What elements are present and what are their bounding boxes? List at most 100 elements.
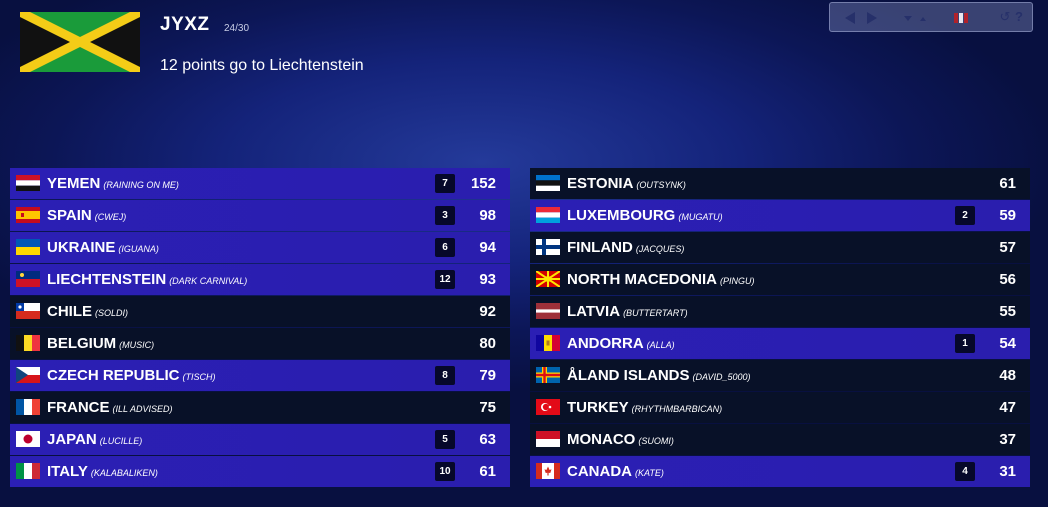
country-row-chile: CHILE (SOLDI) 92 <box>10 296 510 327</box>
total-score: 63 <box>479 431 496 448</box>
sort-icon[interactable] <box>900 3 930 31</box>
twelve-points-message: 12 points go to Liechtenstein <box>160 57 364 74</box>
country-row-liechtenstein: LIECHTENSTEIN (DARK CARNIVAL) 12 93 <box>10 264 510 295</box>
country-row-belgium: BELGIUM (MUSIC) 80 <box>10 328 510 359</box>
country-row-turkey: TURKEY (RHYTHMBARBICAN) 47 <box>530 392 1030 423</box>
country-row-north-macedonia: NORTH MACEDONIA (PINGU) 56 <box>530 264 1030 295</box>
estonia-flag-icon <box>536 175 560 191</box>
chile-flag-icon <box>16 303 40 319</box>
next-icon[interactable] <box>864 3 880 31</box>
andorra-flag-icon <box>536 335 560 351</box>
country-row-italy: ITALY (KALABALIKEN) 10 61 <box>10 456 510 487</box>
spain-flag-icon <box>16 207 40 223</box>
total-score: 37 <box>999 431 1016 448</box>
total-score: 59 <box>999 207 1016 224</box>
czech-flag-icon <box>16 367 40 383</box>
total-score: 57 <box>999 239 1016 256</box>
country-row-aland-islands: ÅLAND ISLANDS (DAVID_5000) 48 <box>530 360 1030 391</box>
country-row-estonia: ESTONIA (OUTSYNK) 61 <box>530 168 1030 199</box>
playback-controls: ↺ ? <box>829 2 1033 32</box>
country-name: UKRAINE (IGUANA) <box>47 239 159 256</box>
belgium-flag-icon <box>16 335 40 351</box>
reset-icon[interactable]: ↺ <box>999 9 1011 24</box>
country-name: NORTH MACEDONIA (PINGU) <box>567 271 755 288</box>
italy-flag-icon <box>16 463 40 479</box>
total-score: 94 <box>479 239 496 256</box>
japan-flag-icon <box>16 431 40 447</box>
points-badge: 7 <box>435 174 455 193</box>
total-score: 152 <box>470 175 496 192</box>
country-row-canada: CANADA (KATE) 4 31 <box>530 456 1030 487</box>
country-name: CHILE (SOLDI) <box>47 303 129 320</box>
voter-name: JYXZ <box>160 14 210 35</box>
total-score: 98 <box>479 207 496 224</box>
country-row-luxembourg: LUXEMBOURG (MUGATU) 2 59 <box>530 200 1030 231</box>
country-name: LIECHTENSTEIN (DARK CARNIVAL) <box>47 271 248 288</box>
total-score: 92 <box>479 303 496 320</box>
country-row-france: FRANCE (ILL ADVISED) 75 <box>10 392 510 423</box>
country-row-spain: SPAIN (CWEJ) 3 98 <box>10 200 510 231</box>
points-badge: 12 <box>435 270 455 289</box>
country-name: CANADA (KATE) <box>567 463 664 480</box>
country-name: FINLAND (JACQUES) <box>567 239 685 256</box>
country-row-monaco: MONACO (SUOMI) 37 <box>530 424 1030 455</box>
total-score: 54 <box>999 335 1016 352</box>
points-badge: 5 <box>435 430 455 449</box>
points-badge: 10 <box>435 462 455 481</box>
finland-flag-icon <box>536 239 560 255</box>
country-row-latvia: LATVIA (BUTTERTART) 55 <box>530 296 1030 327</box>
total-score: 79 <box>479 367 496 384</box>
yemen-flag-icon <box>16 175 40 191</box>
total-score: 93 <box>479 271 496 288</box>
total-score: 47 <box>999 399 1016 416</box>
total-score: 61 <box>479 463 496 480</box>
country-name: ITALY (KALABALIKEN) <box>47 463 158 480</box>
country-name: BELGIUM (MUSIC) <box>47 335 155 352</box>
latvia-flag-icon <box>536 303 560 319</box>
total-score: 31 <box>999 463 1016 480</box>
help-icon[interactable]: ? <box>1015 9 1023 24</box>
points-badge: 1 <box>955 334 975 353</box>
total-score: 61 <box>999 175 1016 192</box>
luxembourg-flag-icon <box>536 207 560 223</box>
flag-view-icon[interactable] <box>952 3 970 31</box>
scoreboard-right-column: ESTONIA (OUTSYNK) 61 LUXEMBOURG (MUGATU) 2… <box>530 168 1030 488</box>
country-name: JAPAN (LUCILLE) <box>47 431 143 448</box>
total-score: 75 <box>479 399 496 416</box>
turkey-flag-icon <box>536 399 560 415</box>
country-name: ESTONIA (OUTSYNK) <box>567 175 686 192</box>
points-badge: 4 <box>955 462 975 481</box>
total-score: 55 <box>999 303 1016 320</box>
monaco-flag-icon <box>536 431 560 447</box>
total-score: 48 <box>999 367 1016 384</box>
total-score: 80 <box>479 335 496 352</box>
points-badge: 2 <box>955 206 975 225</box>
jamaica-flag-icon <box>20 12 140 72</box>
total-score: 56 <box>999 271 1016 288</box>
north-macedonia-flag-icon <box>536 271 560 287</box>
canada-flag-icon <box>536 463 560 479</box>
points-badge: 3 <box>435 206 455 225</box>
prev-icon[interactable] <box>842 3 858 31</box>
country-name: LUXEMBOURG (MUGATU) <box>567 207 723 224</box>
country-row-finland: FINLAND (JACQUES) 57 <box>530 232 1030 263</box>
points-badge: 6 <box>435 238 455 257</box>
country-row-ukraine: UKRAINE (IGUANA) 6 94 <box>10 232 510 263</box>
aland-flag-icon <box>536 367 560 383</box>
country-row-czech-republic: CZECH REPUBLIC (TISCH) 8 79 <box>10 360 510 391</box>
country-row-japan: JAPAN (LUCILLE) 5 63 <box>10 424 510 455</box>
ukraine-flag-icon <box>16 239 40 255</box>
country-name: TURKEY (RHYTHMBARBICAN) <box>567 399 723 416</box>
voting-progress: 24/30 <box>224 23 250 34</box>
points-badge: 8 <box>435 366 455 385</box>
country-name: LATVIA (BUTTERTART) <box>567 303 688 320</box>
liechtenstein-flag-icon <box>16 271 40 287</box>
country-name: CZECH REPUBLIC (TISCH) <box>47 367 216 384</box>
country-name: SPAIN (CWEJ) <box>47 207 127 224</box>
country-row-yemen: YEMEN (RAINING ON ME) 7 152 <box>10 168 510 199</box>
country-name: ANDORRA (ALLA) <box>567 335 675 352</box>
country-name: YEMEN (RAINING ON ME) <box>47 175 179 192</box>
country-name: MONACO (SUOMI) <box>567 431 674 448</box>
country-name: ÅLAND ISLANDS (DAVID_5000) <box>567 367 751 384</box>
country-row-andorra: ANDORRA (ALLA) 1 54 <box>530 328 1030 359</box>
